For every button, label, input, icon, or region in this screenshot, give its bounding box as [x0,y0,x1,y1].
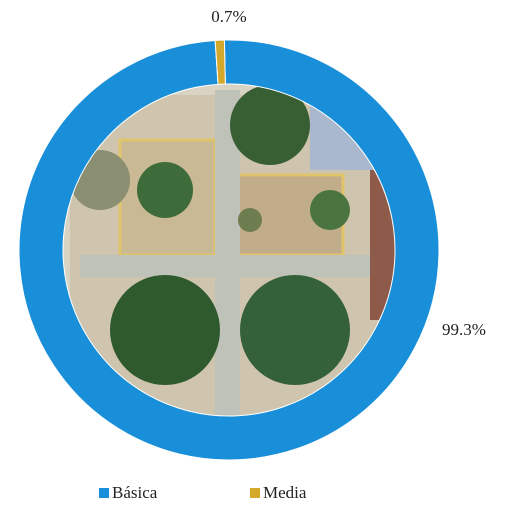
data-label: 0.7% [211,7,246,26]
legend-swatch [99,488,109,498]
legend-label: Básica [112,483,158,502]
legend-swatch [250,488,260,498]
legend: Básica Media [99,483,307,502]
data-label: 99.3% [442,320,486,339]
chart: 99.3% 0.7% Básica Media [0,0,514,510]
legend-label: Media [263,483,307,502]
